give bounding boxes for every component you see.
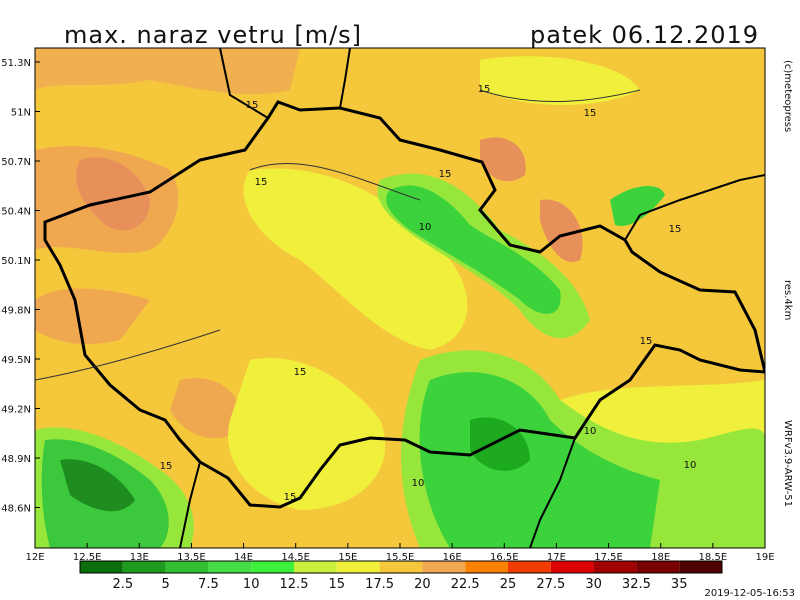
colorbar-swatch xyxy=(251,561,294,573)
lon-label: 15.5E xyxy=(386,552,415,563)
resolution: res.4km xyxy=(782,280,793,320)
lat-label: 49.5N xyxy=(1,355,31,366)
colorbar-swatch xyxy=(122,561,166,573)
lon-label: 17E xyxy=(547,552,566,563)
colorbar-swatch xyxy=(422,561,466,573)
lat-label: 51N xyxy=(11,108,31,119)
colorbar-swatch xyxy=(679,561,722,573)
lon-label: 14E xyxy=(234,552,253,563)
colorbar-label: 5 xyxy=(161,577,169,592)
colorbar-label: 27.5 xyxy=(536,577,565,592)
colorbar-frame xyxy=(79,560,723,574)
colorbar-swatch xyxy=(550,561,594,573)
colorbar-label: 30 xyxy=(585,577,602,592)
colorbar-swatch xyxy=(379,561,423,573)
lat-label: 50.1N xyxy=(1,256,31,267)
contour-label: 10 xyxy=(684,460,697,471)
lat-label: 49.8N xyxy=(1,306,31,317)
lat-label: 49.2N xyxy=(1,405,31,416)
colorbar-label: 15 xyxy=(329,577,346,592)
colorbar-swatch xyxy=(208,561,252,573)
lon-label: 19E xyxy=(755,552,774,563)
colorbar: 2.5 5 7.5 10 12.5 15 17.5 20 22.5 25 27.5 30 32.5 35 xyxy=(79,560,723,592)
colorbar-swatch xyxy=(294,561,337,573)
colorbar-label: 17.5 xyxy=(365,577,394,592)
colorbar-label: 12.5 xyxy=(280,577,309,592)
model: WRFv3.9-ARW-51 xyxy=(782,420,793,507)
colorbar-swatch xyxy=(336,561,380,573)
colorbar-swatch xyxy=(636,561,680,573)
lon-label: 18.5E xyxy=(699,552,728,563)
contour-label: 15 xyxy=(246,100,259,111)
lon-label: 13.5E xyxy=(177,552,206,563)
map-field xyxy=(35,48,765,548)
lon-label: 12.5E xyxy=(73,552,102,563)
contour-label: 10 xyxy=(584,426,597,437)
lon-label: 14.5E xyxy=(281,552,310,563)
colorbar-label: 32.5 xyxy=(622,577,651,592)
contour-label: 10 xyxy=(412,478,425,489)
lon-label: 16.5E xyxy=(490,552,519,563)
contour-label: 15 xyxy=(584,108,597,119)
colorbar-label: 2.5 xyxy=(112,577,133,592)
lat-label: 51.3N xyxy=(1,58,31,69)
contour-label: 10 xyxy=(419,222,432,233)
contour-labels: 15 15 15 15 15 15 15 15 15 15 10 10 10 10 xyxy=(160,84,697,503)
timestamp: 2019-12-05-16:53 xyxy=(704,588,795,599)
colorbar-swatch xyxy=(593,561,637,573)
colorbar-label: 20 xyxy=(414,577,431,592)
contour-label: 15 xyxy=(478,84,491,95)
lon-label: 15E xyxy=(338,552,357,563)
credit: (c)meteopress xyxy=(782,60,793,132)
lon-label: 12E xyxy=(25,552,44,563)
colorbar-swatch xyxy=(80,561,123,573)
contour-label: 15 xyxy=(255,177,268,188)
lat-label: 48.9N xyxy=(1,454,31,465)
borders xyxy=(35,48,765,548)
lon-label: 18E xyxy=(651,552,670,563)
lon-label: 16E xyxy=(443,552,462,563)
contour-label: 15 xyxy=(669,224,682,235)
lat-label: 48.6N xyxy=(1,504,31,515)
colorbar-label: 7.5 xyxy=(198,577,219,592)
lon-label: 13E xyxy=(130,552,149,563)
colorbar-label: 35 xyxy=(671,577,688,592)
contour-label: 15 xyxy=(439,169,452,180)
contour-label: 15 xyxy=(160,461,173,472)
contour-label: 15 xyxy=(284,492,297,503)
lon-label: 17.5E xyxy=(594,552,623,563)
colorbar-label: 25 xyxy=(500,577,517,592)
colorbar-swatch xyxy=(465,561,508,573)
colorbar-swatch xyxy=(165,561,209,573)
colorbar-label: 22.5 xyxy=(451,577,480,592)
map-date: patek 06.12.2019 xyxy=(530,21,759,49)
map-title: max. naraz vetru [m/s] xyxy=(64,21,362,49)
latitude-axis: 51.3N 51N 50.7N 50.4N 50.1N 49.8N 49.5N 49.2N 48… xyxy=(1,58,40,515)
contour-label: 15 xyxy=(294,367,307,378)
lat-label: 50.4N xyxy=(1,207,31,218)
contour-label: 15 xyxy=(640,336,653,347)
lat-label: 50.7N xyxy=(1,157,31,168)
colorbar-label: 10 xyxy=(243,577,260,592)
colorbar-swatch xyxy=(508,561,551,573)
longitude-axis: 12E 12.5E 13E 13.5E 14E 14.5E 15E 15.5E 16E 16.5E… xyxy=(25,543,775,563)
